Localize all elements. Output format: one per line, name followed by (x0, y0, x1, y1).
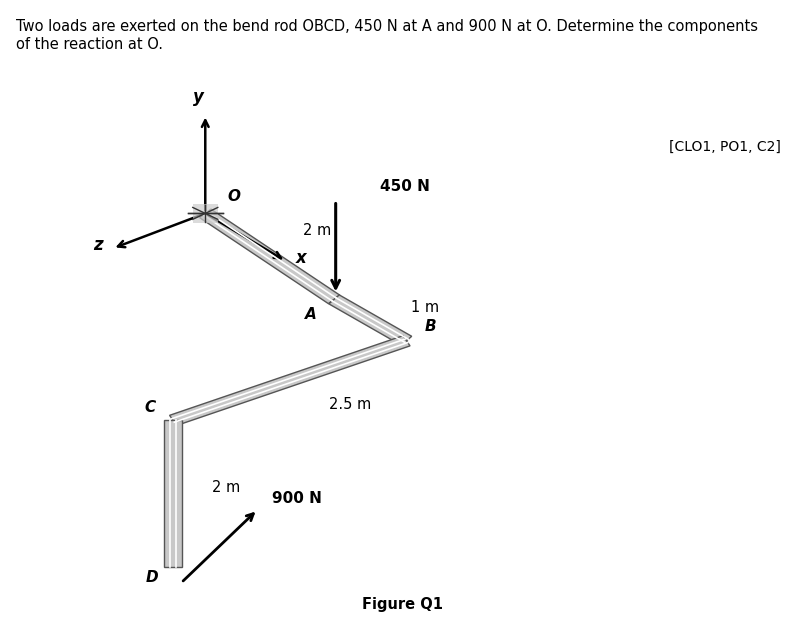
Polygon shape (164, 420, 182, 567)
Text: 2 m: 2 m (303, 224, 332, 238)
Text: Figure Q1: Figure Q1 (362, 596, 443, 612)
Text: D: D (146, 570, 159, 585)
Bar (193, 204, 217, 223)
Text: B: B (424, 319, 436, 334)
Text: C: C (144, 400, 155, 415)
Polygon shape (200, 209, 340, 304)
Text: y: y (193, 89, 204, 106)
Polygon shape (329, 295, 411, 345)
Text: Two loads are exerted on the bend rod OBCD, 450 N at A and 900 N at O. Determine: Two loads are exerted on the bend rod OB… (16, 19, 758, 52)
Text: x: x (295, 249, 306, 267)
Text: 900 N: 900 N (272, 491, 322, 506)
Text: z: z (93, 236, 103, 254)
Text: O: O (228, 189, 241, 204)
Polygon shape (170, 336, 410, 426)
Text: 1 m: 1 m (411, 300, 439, 315)
Text: A: A (304, 307, 316, 322)
Text: 2.5 m: 2.5 m (329, 396, 371, 412)
Text: 450 N: 450 N (380, 179, 430, 194)
Text: 2 m: 2 m (212, 480, 240, 495)
Text: [CLO1, PO1, C2]: [CLO1, PO1, C2] (669, 140, 781, 154)
